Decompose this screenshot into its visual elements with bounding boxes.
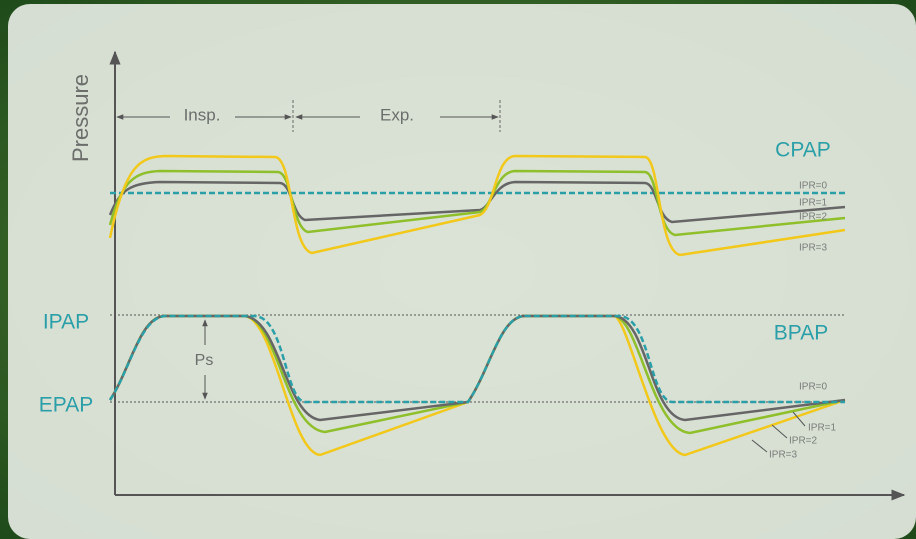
leader [792, 411, 806, 427]
ipr-label: IPR=1 [808, 423, 837, 434]
bpap-label: BPAP [774, 322, 828, 345]
epap-label: EPAP [39, 394, 93, 417]
leader [751, 439, 768, 453]
ipr-label: IPR=1 [799, 198, 828, 209]
axis-label: Pressure [68, 74, 93, 162]
leader [771, 424, 788, 439]
cpap-label: CPAP [775, 139, 831, 162]
phase-label: Insp. [184, 105, 221, 124]
cpap-ipr1 [108, 180, 846, 224]
cpap-ipr2 [108, 169, 846, 237]
ipr-label: IPR=0 [799, 382, 828, 393]
bpap-ipr0 [108, 314, 845, 404]
ipr-label: IPR=2 [799, 212, 828, 223]
cpap-ipr3 [108, 154, 846, 257]
panel [8, 4, 916, 539]
ps-label: Ps [195, 352, 214, 369]
phase-label: Exp. [380, 105, 414, 124]
ipr-label: IPR=3 [769, 450, 798, 461]
ipr-label: IPR=2 [789, 436, 818, 447]
ipr-label: IPR=0 [799, 181, 828, 192]
ipr-label: IPR=3 [799, 243, 828, 254]
ipap-label: IPAP [43, 311, 89, 334]
